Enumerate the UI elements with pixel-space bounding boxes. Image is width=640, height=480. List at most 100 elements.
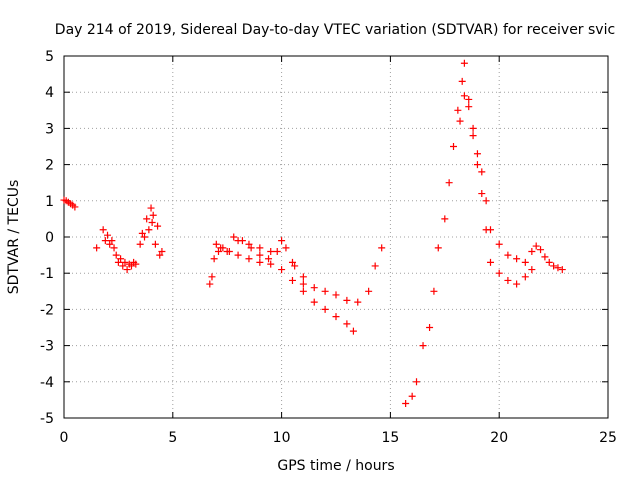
data-point (106, 240, 114, 248)
data-point (445, 179, 453, 187)
data-point (288, 276, 296, 284)
data-point (537, 246, 545, 254)
data-point (291, 262, 299, 270)
data-point (273, 247, 281, 255)
data-point (456, 117, 464, 125)
data-point (430, 287, 438, 295)
y-tick-label: -1 (40, 266, 54, 282)
data-point (147, 204, 155, 212)
data-point (143, 215, 151, 223)
data-point (151, 240, 159, 248)
x-axis-label: GPS time / hours (277, 458, 394, 474)
data-point (265, 255, 273, 263)
series-arc-4 (206, 240, 357, 335)
series-arc-7 (402, 59, 536, 408)
data-point (112, 251, 120, 259)
data-point (521, 273, 529, 281)
data-point (132, 260, 140, 268)
data-point (321, 287, 329, 295)
data-point (278, 237, 286, 245)
data-point (419, 342, 427, 350)
data-point (206, 280, 214, 288)
series-arc-9 (528, 242, 566, 274)
data-point (554, 264, 562, 272)
data-point (469, 124, 477, 132)
x-tick-label: 15 (381, 430, 399, 446)
data-point (473, 150, 481, 158)
data-point (123, 266, 131, 274)
data-point (256, 251, 264, 259)
data-point (117, 255, 125, 263)
data-point (114, 258, 122, 266)
y-tick-label: 5 (45, 49, 54, 65)
x-tick-label: 20 (490, 430, 508, 446)
data-point (558, 266, 566, 274)
data-point (310, 284, 318, 292)
data-point (208, 273, 216, 281)
data-point (460, 92, 468, 100)
data-point (219, 244, 227, 252)
data-point (119, 262, 127, 270)
axis-ticks: 0 5 10 15 20 25 -5 -4 -3 -2 -1 0 1 2 3 4 5 (40, 49, 617, 446)
data-point (212, 240, 220, 248)
data-point (247, 244, 255, 252)
data-point (545, 258, 553, 266)
data-point (225, 247, 233, 255)
data-point (441, 215, 449, 223)
data-point (528, 266, 536, 274)
data-point (504, 276, 512, 284)
data-point (434, 244, 442, 252)
data-point (99, 226, 107, 234)
data-point (245, 240, 253, 248)
data-point (513, 255, 521, 263)
data-point (460, 59, 468, 67)
data-point (408, 392, 416, 400)
data-point (513, 280, 521, 288)
data-point (282, 244, 290, 252)
data-point (101, 237, 109, 245)
data-point (299, 273, 307, 281)
data-point (365, 287, 373, 295)
data-point (154, 222, 162, 230)
data-point (267, 247, 275, 255)
data-point (332, 313, 340, 321)
data-point (108, 237, 116, 245)
data-point (245, 255, 253, 263)
y-tick-label: 4 (45, 85, 54, 101)
data-point (343, 296, 351, 304)
data-point (371, 262, 379, 270)
x-tick-label: 0 (60, 430, 69, 446)
x-tick-label: 5 (168, 430, 177, 446)
y-tick-label: -2 (40, 302, 54, 318)
data-point (71, 203, 79, 211)
data-point (528, 247, 536, 255)
data-point (299, 287, 307, 295)
y-axis-label: SDTVAR / TECUs (6, 180, 22, 295)
data-point (321, 305, 329, 313)
chart-title: Day 214 of 2019, Sidereal Day-to-day VTE… (55, 22, 615, 38)
series-arc-3 (136, 204, 166, 259)
data-point (278, 266, 286, 274)
data-point (354, 298, 362, 306)
x-tick-label: 10 (273, 430, 291, 446)
data-point (402, 400, 410, 408)
y-tick-label: 1 (45, 194, 54, 210)
data-point (104, 231, 112, 239)
series-arc-8 (456, 92, 529, 266)
series-arc-1 (60, 196, 79, 211)
data-point (486, 258, 494, 266)
y-tick-label: -3 (40, 339, 54, 355)
data-points (60, 59, 566, 408)
data-point (138, 229, 146, 237)
data-point (413, 378, 421, 386)
data-point (332, 291, 340, 299)
grid-lines (64, 56, 608, 418)
data-point (482, 197, 490, 205)
data-point (158, 247, 166, 255)
data-point (343, 320, 351, 328)
data-point (148, 219, 156, 227)
data-point (486, 226, 494, 234)
data-point (299, 280, 307, 288)
data-point (426, 324, 434, 331)
